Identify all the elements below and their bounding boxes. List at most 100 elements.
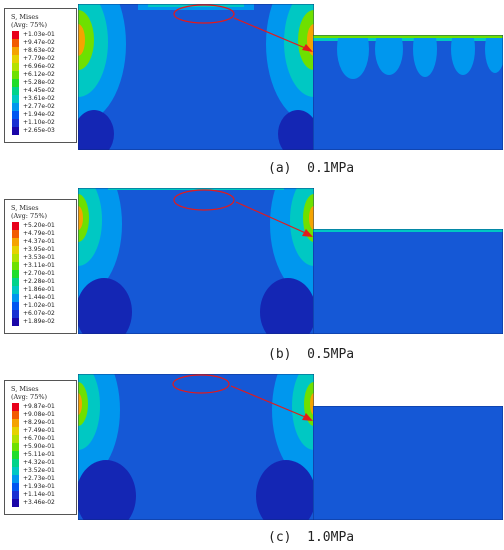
legend-value: +9.47e-02 (23, 39, 55, 46)
legend-entry: +2.65e-03 (12, 127, 72, 135)
legend-entry: +1.03e-01 (12, 31, 72, 39)
legend-swatch (12, 475, 19, 483)
legend-value: +2.73e-01 (23, 475, 55, 482)
legend-entry: +1.86e-01 (12, 286, 72, 294)
legend-entry: +7.79e-02 (12, 55, 72, 63)
legend-value: +3.46e-02 (23, 499, 55, 506)
legend-entry: +9.08e-01 (12, 411, 72, 419)
legend-swatch (12, 467, 19, 475)
legend-title: S, Mises (11, 385, 39, 393)
legend-entry: +1.44e-01 (12, 294, 72, 302)
legend-entry: +5.90e-01 (12, 443, 72, 451)
legend-entry: +4.79e-01 (12, 230, 72, 238)
legend-value: +4.32e-01 (23, 459, 55, 466)
legend-entry: +1.02e-01 (12, 302, 72, 310)
stress-contour-plot-a (78, 4, 314, 150)
caption-value: 1.0MPa (307, 530, 355, 545)
legend-swatch (12, 71, 19, 79)
caption-label: (b) (268, 347, 292, 362)
legend-swatch (12, 278, 19, 286)
legend-value: +2.70e-01 (23, 270, 55, 277)
legend-value: +2.65e-03 (23, 127, 55, 134)
legend-swatch (12, 310, 19, 318)
legend-swatch (12, 403, 19, 411)
legend-swatch (12, 262, 19, 270)
legend-entry: +6.12e-02 (12, 71, 72, 79)
legend-value: +4.37e-01 (23, 238, 55, 245)
legend-entry: +8.63e-02 (12, 47, 72, 55)
stress-contour-plot-b (78, 188, 314, 334)
zoom-detail-c (313, 406, 503, 520)
legend-value: +3.11e-01 (23, 262, 55, 269)
legend-swatch (12, 459, 19, 467)
legend-value: +1.10e-02 (23, 119, 55, 126)
legend-value: +1.44e-01 (23, 294, 55, 301)
legend-value: +1.94e-02 (23, 111, 55, 118)
legend-swatch (12, 238, 19, 246)
legend-subtitle: (Avg: 75%) (11, 212, 48, 220)
legend-swatch (12, 95, 19, 103)
caption-label: (c) (268, 530, 292, 545)
legend-subtitle: (Avg: 75%) (11, 21, 48, 29)
caption-label: (a) (268, 161, 292, 176)
legend-entry: +4.45e-02 (12, 87, 72, 95)
zoom-detail-b (313, 229, 503, 334)
legend-value: +9.08e-01 (23, 411, 55, 418)
legend-swatch (12, 230, 19, 238)
legend-entry: +7.49e-01 (12, 427, 72, 435)
legend-value: +3.95e-01 (23, 246, 55, 253)
legend-entry: +3.46e-02 (12, 499, 72, 507)
legend-entry: +6.96e-02 (12, 63, 72, 71)
legend-swatch (12, 435, 19, 443)
legend-entry: +1.89e-02 (12, 318, 72, 326)
legend-entry: +1.10e-02 (12, 119, 72, 127)
legend-swatch (12, 443, 19, 451)
legend-swatch (12, 499, 19, 507)
legend-entry: +3.53e-01 (12, 254, 72, 262)
legend-value: +1.03e-01 (23, 31, 55, 38)
legend-entry: +6.07e-02 (12, 310, 72, 318)
zoom-detail-a (313, 35, 503, 150)
legend-title: S, Mises (11, 204, 39, 212)
legend-value: +5.90e-01 (23, 443, 55, 450)
legend-swatch (12, 294, 19, 302)
legend-swatch (12, 427, 19, 435)
legend-swatch (12, 286, 19, 294)
caption-b: (b) 0.5MPa (268, 347, 354, 362)
caption-value: 0.1MPa (307, 161, 355, 176)
legend-swatch (12, 31, 19, 39)
legend-swatch (12, 246, 19, 254)
legend-entry: +3.95e-01 (12, 246, 72, 254)
legend-swatch (12, 103, 19, 111)
legend-value: +7.49e-01 (23, 427, 55, 434)
highlight-ellipse (173, 189, 235, 211)
legend-subtitle: (Avg: 75%) (11, 393, 48, 401)
legend-title: S, Mises (11, 13, 39, 21)
legend-value: +1.86e-01 (23, 286, 55, 293)
legend-entry: +3.52e-01 (12, 467, 72, 475)
legend-value: +1.89e-02 (23, 318, 55, 325)
legend-value: +8.63e-02 (23, 47, 55, 54)
legend-swatch (12, 119, 19, 127)
legend-entry: +1.93e-01 (12, 483, 72, 491)
legend-entry: +9.47e-02 (12, 39, 72, 47)
legend-swatch (12, 270, 19, 278)
legend-swatch (12, 491, 19, 499)
legend-entry: +2.73e-01 (12, 475, 72, 483)
legend-value: +6.12e-02 (23, 71, 55, 78)
legend-swatch (12, 63, 19, 71)
legend-entry: +1.14e-01 (12, 491, 72, 499)
legend-entry: +2.28e-01 (12, 278, 72, 286)
legend-entry: +5.11e-01 (12, 451, 72, 459)
legend-swatch (12, 222, 19, 230)
caption-c: (c) 1.0MPa (268, 530, 354, 545)
legend-swatch (12, 47, 19, 55)
legend-entry: +6.70e-01 (12, 435, 72, 443)
stress-contour-plot-c (78, 374, 314, 520)
legend-value: +1.93e-01 (23, 483, 55, 490)
legend-value: +3.52e-01 (23, 467, 55, 474)
legend-value: +6.70e-01 (23, 435, 55, 442)
legend-value: +6.07e-02 (23, 310, 55, 317)
